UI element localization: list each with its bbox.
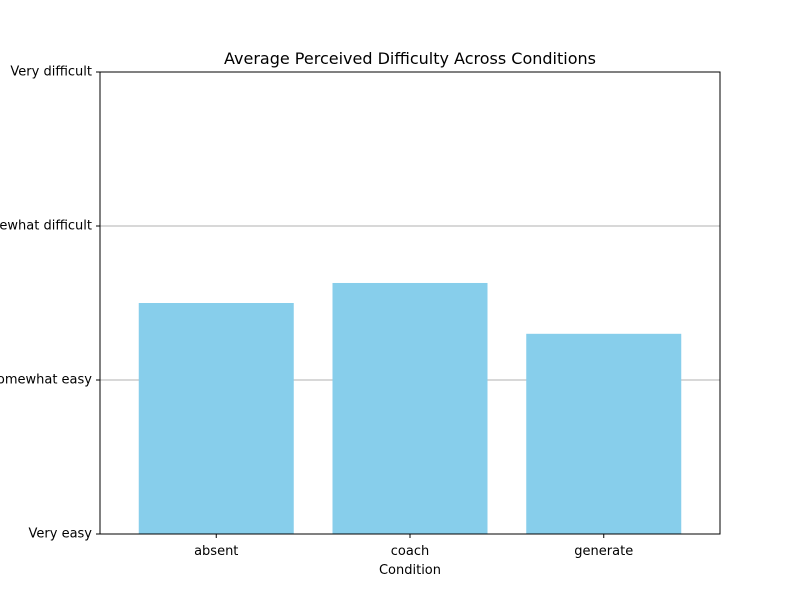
chart-title: Average Perceived Difficulty Across Cond… — [224, 49, 596, 68]
y-tick-label: Somewhat easy — [0, 373, 92, 388]
x-tick-label: absent — [194, 544, 238, 559]
y-tick-label: Somewhat difficult — [0, 219, 92, 234]
y-tick-label: Very easy — [29, 527, 93, 542]
x-tick-label: generate — [574, 544, 633, 559]
x-axis-label: Condition — [379, 563, 441, 578]
bars — [138, 282, 682, 534]
bar-generate — [526, 333, 682, 534]
y-axis-ticks: Very easy Somewhat easy Somewhat difficult… — [0, 65, 100, 542]
x-axis-ticks: absent coach generate — [194, 534, 633, 559]
x-tick-label: coach — [391, 544, 429, 559]
y-tick-label: Very difficult — [10, 65, 92, 80]
bar-coach — [332, 282, 488, 534]
bar-absent — [138, 303, 294, 534]
